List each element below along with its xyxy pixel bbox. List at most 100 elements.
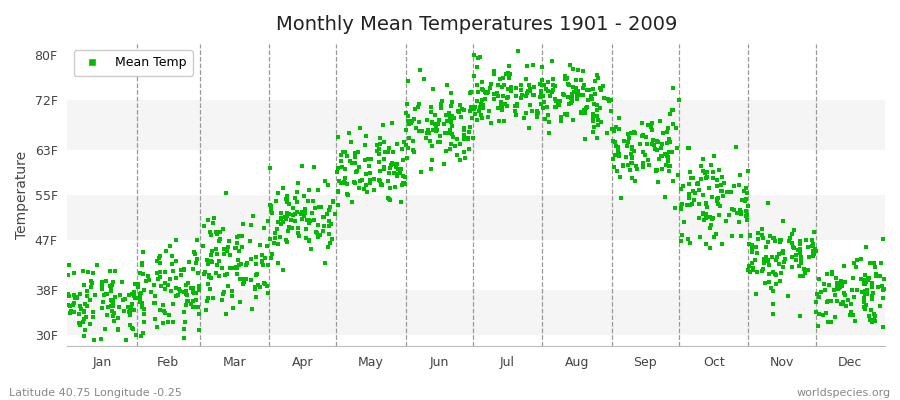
Point [682, 168, 697, 175]
Point [426, 127, 440, 133]
Point [446, 130, 460, 137]
Point [177, 289, 192, 295]
Point [646, 137, 661, 143]
Point [257, 254, 272, 261]
Point [197, 271, 211, 277]
Point [352, 184, 366, 191]
Point [275, 219, 290, 225]
Point [776, 249, 790, 256]
Point [122, 312, 137, 318]
Point [600, 96, 615, 102]
Point [706, 215, 720, 221]
Point [699, 204, 714, 210]
Point [223, 265, 238, 272]
Point [232, 233, 247, 239]
Point [232, 262, 247, 268]
Point [306, 164, 320, 170]
Point [457, 126, 472, 133]
Point [433, 139, 447, 146]
Point [662, 163, 677, 169]
Point [857, 276, 871, 283]
Point [580, 97, 595, 104]
Point [302, 237, 316, 244]
Point [661, 140, 675, 146]
Point [432, 117, 446, 123]
Point [838, 292, 852, 299]
Point [661, 154, 675, 160]
Point [386, 161, 400, 168]
Point [461, 136, 475, 142]
Point [858, 272, 872, 278]
Point [108, 268, 122, 274]
Point [492, 118, 507, 124]
Point [670, 124, 684, 131]
Point [153, 260, 167, 267]
Point [363, 176, 377, 183]
Point [274, 210, 289, 216]
Point [600, 130, 615, 136]
Point [714, 182, 728, 188]
Point [372, 158, 386, 165]
Point [467, 73, 482, 79]
Point [412, 119, 427, 126]
Point [205, 248, 220, 254]
Point [544, 93, 558, 100]
Point [546, 82, 561, 88]
Point [634, 133, 649, 139]
Point [761, 270, 776, 277]
Point [575, 92, 590, 98]
Point [824, 268, 839, 275]
Point [745, 266, 760, 273]
Point [857, 304, 871, 310]
Point [450, 136, 464, 142]
Point [491, 82, 506, 88]
Point [317, 214, 331, 220]
Point [610, 168, 625, 174]
Point [322, 230, 337, 237]
Point [326, 198, 340, 205]
Point [220, 271, 234, 277]
Point [104, 286, 119, 293]
Point [423, 138, 437, 144]
Point [530, 114, 544, 120]
Point [406, 147, 420, 153]
Point [692, 201, 706, 208]
Point [275, 185, 290, 192]
Point [468, 104, 482, 110]
Point [634, 120, 649, 126]
Point [320, 182, 335, 188]
Point [279, 237, 293, 243]
Point [428, 111, 443, 118]
Point [190, 237, 204, 244]
Point [704, 222, 718, 228]
Point [381, 178, 395, 184]
Point [322, 218, 337, 225]
Point [742, 241, 756, 248]
Point [388, 184, 402, 190]
Point [772, 278, 787, 284]
Point [204, 252, 219, 258]
Point [624, 130, 638, 136]
Point [635, 160, 650, 166]
Point [691, 187, 706, 194]
Point [877, 286, 891, 293]
Point [280, 210, 294, 216]
Point [673, 204, 688, 211]
Point [487, 90, 501, 97]
Point [217, 289, 231, 295]
Point [626, 148, 641, 154]
Point [122, 309, 137, 315]
Point [125, 290, 140, 297]
Point [382, 170, 396, 176]
Point [666, 178, 680, 184]
Point [165, 253, 179, 259]
Point [748, 256, 762, 263]
Point [230, 239, 244, 246]
Point [785, 240, 799, 246]
Point [814, 289, 828, 295]
Point [107, 318, 122, 324]
Point [522, 124, 536, 131]
Point [425, 143, 439, 149]
Point [493, 98, 508, 105]
Point [558, 111, 572, 118]
